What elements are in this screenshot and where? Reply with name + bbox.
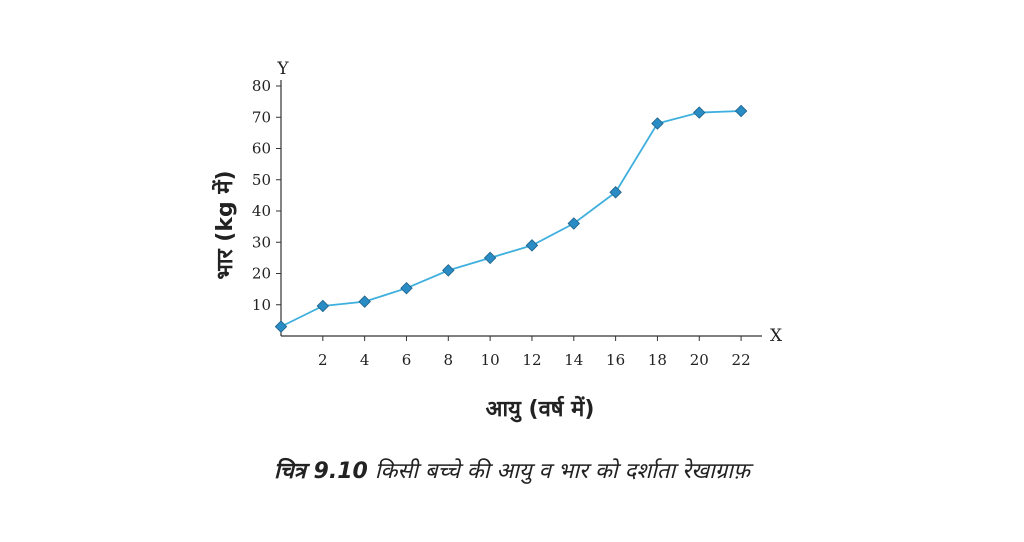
marker — [274, 320, 288, 333]
caption-text: किसी बच्चे की आयु व भार को दर्शाता रेखाग… — [375, 458, 754, 484]
y-axis-title: भार (kg में) — [211, 170, 238, 279]
marker — [358, 295, 371, 308]
y-tick-label: 70 — [252, 108, 271, 126]
x-tick-label: 4 — [360, 351, 370, 369]
x-tick-label: 16 — [606, 351, 625, 369]
caption: चित्र 9.10 किसी बच्चे की आयु व भार को दर… — [274, 457, 754, 484]
marker — [567, 217, 581, 230]
y-tick-label: 50 — [252, 171, 271, 189]
marker — [609, 186, 622, 199]
y-tick-label: 20 — [252, 265, 271, 283]
y-axis-letter: Y — [276, 59, 289, 79]
x-axis-letter: X — [770, 326, 783, 346]
x-tick-label: 10 — [481, 351, 500, 369]
y-tick-label: 40 — [252, 202, 271, 220]
y-tick-label: 60 — [252, 140, 271, 158]
line — [280, 110, 742, 328]
x-axis-title: आयु (वर्ष में) — [486, 395, 595, 423]
marker — [734, 104, 748, 118]
x-tick-label: 6 — [402, 351, 412, 369]
marker — [651, 117, 664, 130]
caption-label: चित्र 9.10 — [274, 457, 368, 484]
x-tick-label: 22 — [732, 351, 751, 369]
x-tick-label: 8 — [444, 351, 454, 369]
marker — [316, 299, 330, 313]
marker — [483, 251, 497, 265]
y-tick-label: 80 — [252, 77, 271, 95]
marker — [400, 281, 413, 295]
y-tick-label: 10 — [252, 296, 271, 314]
x-tick-label: 12 — [522, 351, 541, 369]
x-tick-label: 18 — [648, 351, 667, 369]
x-tick-label: 14 — [564, 351, 583, 369]
x-tick-label: 2 — [318, 351, 328, 369]
x-tick-label: 20 — [690, 351, 709, 369]
marker — [442, 264, 455, 277]
marker — [693, 106, 706, 119]
y-tick-label: 30 — [252, 233, 271, 251]
marker — [525, 239, 539, 252]
